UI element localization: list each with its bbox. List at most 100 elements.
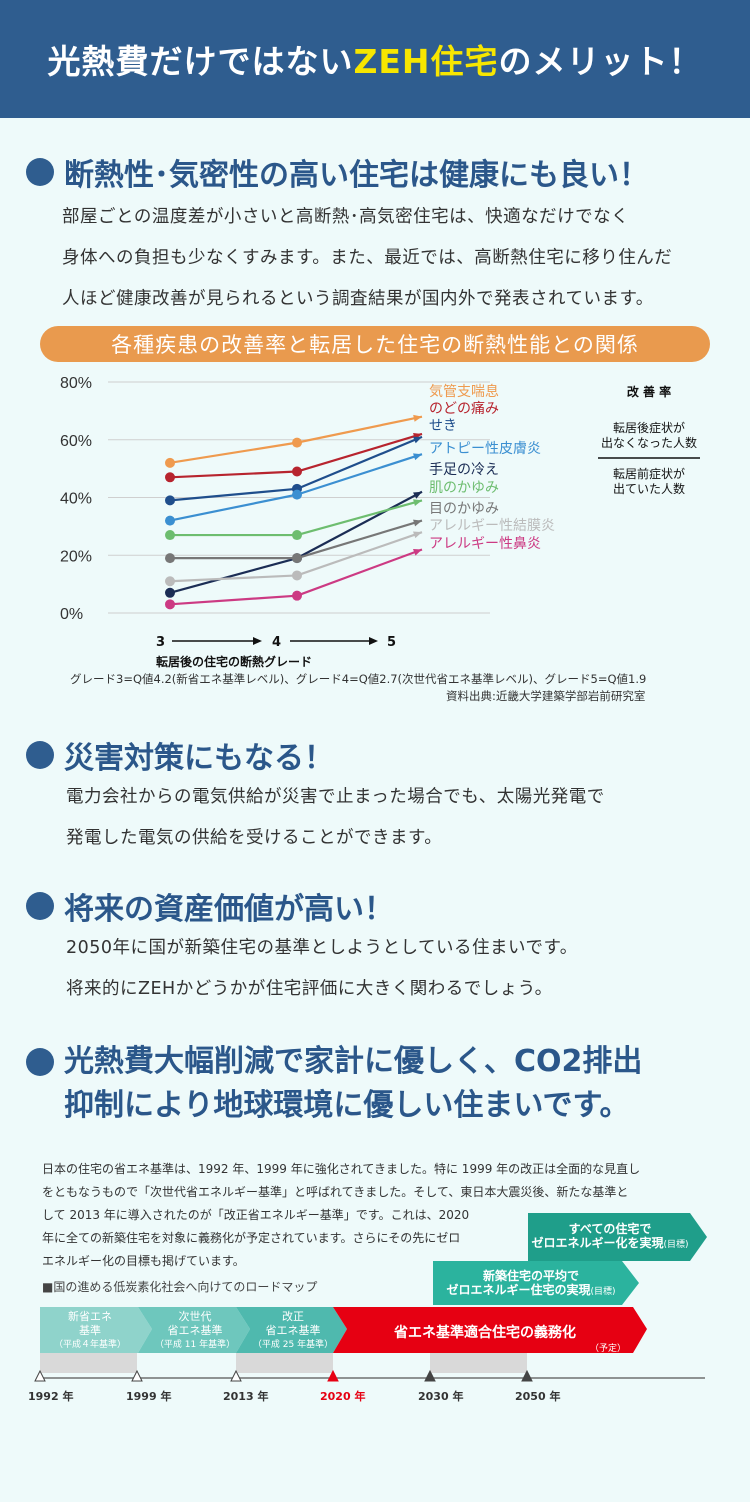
series-arrowhead xyxy=(413,414,422,422)
timeline-marker xyxy=(131,1369,143,1382)
stage-label: 省エネ基準 xyxy=(167,1324,223,1337)
stage-1999-text: 次世代 省エネ基準 （平成 11 年基準） xyxy=(145,1308,245,1354)
goal-all-arrow xyxy=(528,1213,707,1261)
timeline-marker xyxy=(424,1369,436,1382)
goal-avg-line1: 新築住宅の平均で xyxy=(482,1269,579,1283)
info-line: をともなうもので「次世代省エネルギー基準」と呼ばれてきました。そして、東日本大震… xyxy=(42,1185,629,1199)
info-line: 日本の住宅の省エネ基準は、1992 年、1999 年に強化されてきました。特に … xyxy=(42,1162,641,1176)
data-point xyxy=(292,590,302,601)
bullet-dot-icon xyxy=(26,741,54,769)
series-arrowhead xyxy=(413,519,422,527)
timeline-marker xyxy=(34,1369,46,1382)
section-asset-body: 2050年に国が新築住宅の基準としようとしている住まいです。 将来的にZEHかど… xyxy=(66,928,578,1010)
data-point xyxy=(292,437,302,448)
data-point xyxy=(165,515,175,526)
data-point xyxy=(292,570,302,581)
series-label: アレルギー性結膜炎 xyxy=(429,518,555,534)
series-label: 気管支喘息 xyxy=(429,383,499,400)
roadmap-diagram xyxy=(34,1213,707,1382)
data-point xyxy=(292,489,302,500)
goal-all-tag: (目標) xyxy=(663,1240,689,1250)
series-label: せき xyxy=(429,418,457,434)
series-label: 手足の冷え xyxy=(429,462,499,478)
legend-numerator: 転居後症状が xyxy=(613,420,685,435)
series-line xyxy=(165,414,423,468)
section-health-title-text: 断熱性･気密性の高い住宅は健康にも良い！ xyxy=(64,158,649,193)
info-line: 年に全ての新築住宅を対象に義務化が予定されています。さらにその先にゼロ xyxy=(42,1231,461,1245)
series-segment xyxy=(296,531,423,577)
mandate-tag: （予定） xyxy=(590,1344,627,1354)
body-line: 電力会社からの電気供給が災害で止まった場合でも、太陽光発電で xyxy=(66,787,605,807)
header-title-highlight: ZEH住宅 xyxy=(353,42,499,81)
stage-label: 基準 xyxy=(79,1324,101,1337)
goal-avg-line2: ゼロエネルギー住宅の実現 xyxy=(446,1283,591,1297)
stage-sub: （平成 11 年基準） xyxy=(154,1340,236,1350)
bullet-dot-icon xyxy=(26,158,54,186)
body-line: 発電した電気の供給を受けることができます。 xyxy=(66,828,443,848)
section-eco-title-line: 抑制により地球環境に優しい住まいです。 xyxy=(64,1088,630,1123)
y-tick-label: 0% xyxy=(60,606,83,623)
series-segment xyxy=(296,548,423,597)
series-segment xyxy=(169,487,298,502)
series-line xyxy=(165,453,423,526)
series-line xyxy=(165,519,423,564)
series-segment xyxy=(296,453,423,496)
year-label: 1999 年 xyxy=(126,1390,172,1403)
stage-label: 新省エネ xyxy=(68,1310,112,1323)
timeline-marker xyxy=(230,1369,242,1382)
body-line: 人ほど健康改善が見られるという調査結果が国内外で発表されています。 xyxy=(62,289,654,309)
chart-source: 資料出典:近畿大学建築学部岩前研究室 xyxy=(446,689,646,703)
year-label: 2050 年 xyxy=(515,1390,561,1403)
bullet-dot-icon xyxy=(26,892,54,920)
info-line: エネルギー化の目標も掲げています。 xyxy=(42,1254,245,1268)
data-point xyxy=(165,599,175,610)
x-axis-arrowhead xyxy=(369,637,378,645)
section-eco-title: 光熱費大幅削減で家計に優しく、CO2排出 抑制により地球環境に優しい住まいです。 xyxy=(26,1040,642,1128)
era-band xyxy=(430,1351,527,1373)
data-point xyxy=(165,587,175,598)
series-segment xyxy=(169,493,298,522)
goal-avg-arrow xyxy=(433,1261,639,1305)
series-line xyxy=(165,531,423,587)
y-tick-label: 40% xyxy=(60,491,92,508)
series-label: 肌のかゆみ xyxy=(429,480,499,496)
y-tick-label: 20% xyxy=(60,548,92,565)
series-segment xyxy=(296,435,423,490)
body-line: 部屋ごとの温度差が小さいと高断熱･高気密住宅は、快適なだけでなく xyxy=(62,207,630,227)
year-label: 2020 年 xyxy=(320,1390,366,1403)
stage-label: 省エネ基準 xyxy=(265,1324,321,1337)
series-segment xyxy=(169,574,298,583)
x-tick-label: 4 xyxy=(272,635,281,650)
series-segment xyxy=(169,557,298,594)
mandate-arrow xyxy=(333,1307,647,1353)
section-disaster-title-text: 災害対策にもなる！ xyxy=(64,741,334,776)
x-axis-arrowhead xyxy=(253,637,262,645)
series-segment xyxy=(296,490,423,560)
series-segment xyxy=(296,432,423,473)
series-label: のどの痛み xyxy=(429,400,499,417)
x-tick-label: 5 xyxy=(387,635,396,650)
info-paragraph: 日本の住宅の省エネ基準は、1992 年、1999 年に強化されてきました。特に … xyxy=(42,1158,722,1273)
stage-label: 改正 xyxy=(282,1310,304,1323)
goal-all-line1: すべての住宅で xyxy=(568,1222,652,1236)
section-health-title: 断熱性･気密性の高い住宅は健康にも良い！ xyxy=(26,150,649,194)
section-eco-title-line: 光熱費大幅削減で家計に優しく、CO2排出 xyxy=(64,1044,643,1079)
timeline-marker xyxy=(327,1369,339,1382)
data-point xyxy=(165,576,175,587)
data-point xyxy=(292,530,302,541)
body-line: 将来的にZEHかどうかが住宅評価に大きく関わるでしょう。 xyxy=(66,979,553,999)
data-point xyxy=(165,472,175,483)
roadmap-label: ■国の進める低炭素化社会へ向けてのロードマップ xyxy=(42,1280,318,1294)
series-arrowhead xyxy=(413,436,422,444)
legend-numerator: 出なくなった人数 xyxy=(601,435,697,450)
header-title-pre: 光熱費だけではない xyxy=(47,42,354,81)
health-chart: 80% 60% 40% 20% 0% 気管支喘息のどの痛みせきアトピー性皮膚炎手足の冷え… xyxy=(60,375,700,669)
info-line: して 2013 年に導入されたのが「改正省エネルギー基準」です。これは、2020 xyxy=(42,1208,470,1222)
section-disaster-body: 電力会社からの電気供給が災害で止まった場合でも、太陽光発電で 発電した電気の供給… xyxy=(66,777,605,859)
series-segment xyxy=(296,499,423,537)
year-label: 1992 年 xyxy=(28,1390,74,1403)
series-segment xyxy=(296,415,423,444)
stage-label: 次世代 xyxy=(178,1310,212,1323)
series-line xyxy=(165,548,423,610)
section-health-body: 部屋ごとの温度差が小さいと高断熱･高気密住宅は、快適なだけでなく 身体への負担も… xyxy=(62,197,672,320)
